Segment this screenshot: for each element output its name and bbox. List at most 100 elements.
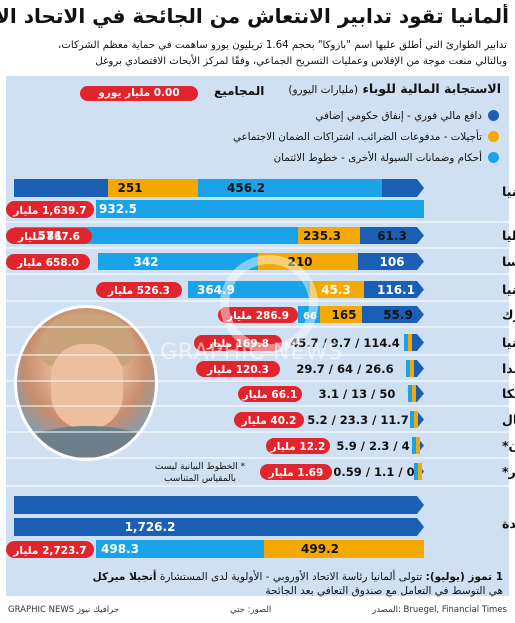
country-7-total: 66.1 مليار <box>242 389 298 401</box>
country-2-label-2: 342 <box>133 255 158 269</box>
legend-label-liquidity: أحكام وضمانات السيولة الأخرى - خطوط الائ… <box>273 152 482 164</box>
legend-item-deferral: تأجيلات - مدفوعات الضرائب، اشتراكات الضم… <box>233 131 499 143</box>
country-3-deferral-bar <box>310 281 364 298</box>
footer-body: تتولى ألمانيا رئاسة الاتحاد الأوروبي - ا… <box>159 571 423 583</box>
credit-text: GRAPHIC NEWS جرافيك نيوز <box>8 605 120 615</box>
scale-note: * الخطوط البيانية ليست بالمقياس المتناسب <box>154 462 246 484</box>
usa-immediate-bar-1 <box>14 496 424 514</box>
photo-body <box>23 426 153 458</box>
country-5-liquidity-bar <box>404 334 408 351</box>
country-1-total: 867.6 مليار <box>17 231 80 243</box>
watermark-logo <box>220 255 318 353</box>
total-label: المجاميع <box>214 84 265 98</box>
country-8-deferral-bar <box>414 411 418 428</box>
country-10-total: 1.69 مليار <box>268 467 324 479</box>
country-9-values-label: 5.9 / 2.3 / 4 <box>336 439 409 453</box>
country-4-label-1: 165 <box>331 308 356 322</box>
country-8-values-label: 5.2 / 23.3 / 11.7 <box>307 413 409 427</box>
country-10-values-label: 0.59 / 1.1 / 0 <box>333 465 414 479</box>
country-1-immediate-bar <box>360 227 424 244</box>
country-9-total: 12.2 مليار <box>270 441 326 453</box>
country-6-label-bg <box>282 360 404 377</box>
country-10-pill <box>260 464 332 480</box>
country-2-name: فرنسا <box>502 254 515 269</box>
country-7-name: بلجيكا <box>502 386 515 401</box>
country-2-pill <box>6 254 90 270</box>
country-1-name: إيطاليا <box>502 228 515 243</box>
usa-pill <box>6 541 94 558</box>
country-7-label-bg <box>304 385 406 402</box>
usa-total: 2,723.7 مليار <box>12 545 86 557</box>
country-1-deferral-bar <box>298 227 360 244</box>
country-1-label-2: 571 <box>37 229 62 243</box>
country-3-total: 526.3 مليار <box>107 285 170 297</box>
subtitle-line-2: وبالتالي منعت موجة من الإفلاس وعمليات ال… <box>95 56 507 67</box>
source-text: المصدر: Bruegel, Financial Times <box>372 605 507 615</box>
country-10-liquidity-bar <box>414 463 418 480</box>
merkel-photo <box>14 305 158 461</box>
country-5-name: إسبانيا <box>502 335 515 350</box>
legend-title: الاستجابة المالية للوباء (مليارات اليورو… <box>288 81 501 96</box>
country-2-liquidity-bar <box>98 253 258 270</box>
country-3-name: بريطانيا <box>502 282 515 297</box>
country-8-pill <box>234 412 304 428</box>
country-7-pill <box>238 386 302 402</box>
country-4-deferral-bar <box>320 306 362 323</box>
country-2-total: 658.0 مليار <box>16 257 79 269</box>
country-4-immediate-bar <box>362 306 424 323</box>
legend-item-liquidity: أحكام وضمانات السيولة الأخرى - خطوط الائ… <box>274 152 499 164</box>
footer-note: 1 تموز (يوليو): تتولى ألمانيا رئاسة الات… <box>56 570 503 598</box>
legend-unit: (مليارات اليورو) <box>288 84 359 96</box>
country-6-name: هولندا <box>502 361 515 376</box>
legend-label-immediate: دافع مالي فوري - إنفاق حكومي إضافي <box>315 110 482 122</box>
source-line: المصدر: Bruegel, Financial Times الصور: … <box>0 600 515 622</box>
country-9-label-bg <box>332 437 410 454</box>
subtitle: تدابير الطوارئ التي أطلق عليها اسم "بازو… <box>6 38 507 70</box>
germany-total: 1,639.7 مليار <box>12 205 86 217</box>
usa-immediate-bar-2 <box>14 518 424 536</box>
country-9-pill <box>266 438 330 454</box>
country-1-label-1: 235.3 <box>303 229 341 243</box>
country-5-values-label: 45.7 / 9.7 / 114.4 <box>290 336 400 350</box>
germany-pill <box>6 201 94 218</box>
legend-title-text: الاستجابة المالية للوباء <box>362 81 501 96</box>
germany-liquidity-label: 932.5 <box>99 202 137 216</box>
country-6-pill <box>196 361 280 377</box>
country-8-name: البرتغال <box>502 412 515 427</box>
usa-immediate-label: 1,726.2 <box>125 520 176 534</box>
country-3-label-0: 116.1 <box>377 283 415 297</box>
country-6-values-label: 29.7 / 64 / 26.6 <box>296 362 393 376</box>
country-8-label-bg <box>304 411 408 428</box>
watermark-text: GRAPHIC NEWS <box>160 340 344 365</box>
country-3-pill <box>96 282 182 298</box>
footer-line-2: هي التوسط في التعامل مع صندوق التعافي بع… <box>265 585 503 597</box>
germany-deferral-bar <box>108 179 198 197</box>
country-10-label-bg <box>332 463 412 480</box>
country-4-name: الدنمارك <box>502 307 515 322</box>
germany-liquidity-bar-2 <box>96 200 424 218</box>
legend-label-deferral: تأجيلات - مدفوعات الضرائب، اشتراكات الضم… <box>232 131 482 143</box>
country-4-label-0: 55.9 <box>383 308 413 322</box>
germany-immediate-label: 456.2 <box>227 181 265 195</box>
usa-liquidity-bar <box>96 540 264 558</box>
germany-liquidity-bar <box>198 179 382 197</box>
usa-liquidity-label: 498.3 <box>101 542 139 556</box>
country-5-deferral-bar <box>408 334 412 351</box>
country-7-deferral-bar <box>412 385 416 402</box>
legend-dot-deferral <box>488 131 499 142</box>
country-10-name: المجر* <box>502 464 515 479</box>
usa-deferral-bar <box>264 540 424 558</box>
country-3-immediate-bar <box>364 281 424 298</box>
country-6-total: 120.3 مليار <box>206 364 269 376</box>
country-10-deferral-bar <box>418 463 422 480</box>
footer-date: 1 تموز (يوليو): <box>425 571 503 583</box>
photo-face <box>51 344 123 430</box>
country-9-liquidity-bar <box>412 437 416 454</box>
country-8-total: 40.2 مليار <box>241 415 297 427</box>
country-3-label-1: 45.3 <box>321 283 351 297</box>
country-6-liquidity-bar <box>406 360 410 377</box>
footer-name: أنجيلا ميركل <box>92 571 157 583</box>
usa-name: الولايات المتحدة <box>502 516 515 531</box>
country-7-values-label: 3.1 / 13 / 50 <box>319 387 396 401</box>
country-1-label-0: 61.3 <box>377 229 407 243</box>
